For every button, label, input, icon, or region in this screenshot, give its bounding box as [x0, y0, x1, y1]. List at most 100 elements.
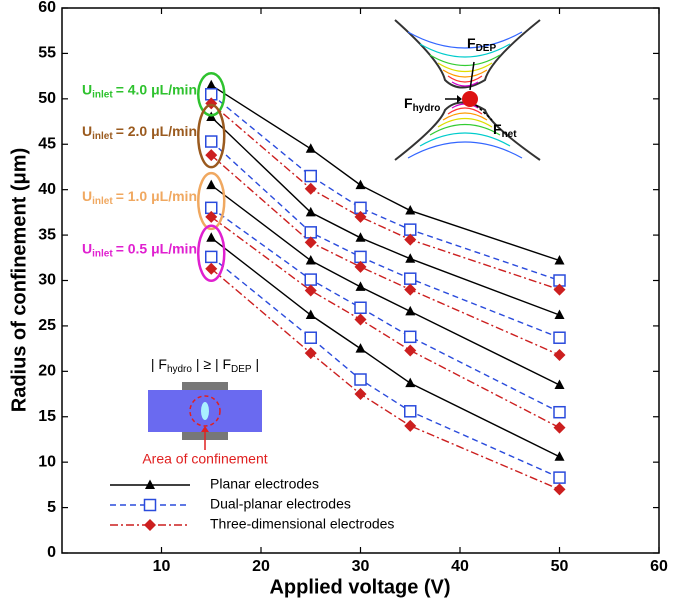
- marker: [354, 388, 367, 401]
- condition-part: |: [252, 356, 260, 372]
- series-line: [210, 84, 560, 262]
- marker: [205, 135, 218, 148]
- marker: [553, 421, 566, 434]
- marker: [355, 343, 366, 353]
- group-text: = 4.0 μL/min: [116, 81, 197, 97]
- legend-text: Three-dimensional electrodes: [210, 516, 394, 532]
- legend-marker: [145, 479, 155, 489]
- marker: [305, 206, 316, 217]
- y-tick-label: 15: [38, 408, 56, 425]
- marker: [404, 233, 417, 246]
- series-line: [210, 237, 560, 458]
- marker: [405, 205, 416, 215]
- force-label: Fhydro: [404, 95, 440, 114]
- y-axis-title: Radius of confinement (μm): [8, 148, 30, 412]
- marker: [205, 262, 218, 275]
- marker: [206, 79, 217, 90]
- group-symbol: U: [82, 240, 92, 256]
- y-tick-label: 20: [38, 363, 56, 380]
- y-tick-label: 10: [38, 453, 56, 470]
- marker: [354, 301, 367, 314]
- group-label: Uinlet = 1.0 μL/min: [82, 188, 197, 207]
- series-line: [210, 184, 560, 386]
- x-axis-title: Applied voltage (V): [269, 576, 450, 598]
- area-label: Area of confinement: [142, 451, 267, 467]
- marker: [553, 348, 566, 361]
- group-text: = 1.0 μL/min: [116, 188, 197, 204]
- legend-marker: [143, 498, 157, 512]
- legend-text: Dual-planar electrodes: [210, 496, 351, 512]
- marker: [205, 210, 218, 223]
- condition-part: | ≥ | F: [192, 356, 231, 372]
- group-sub: inlet: [92, 89, 113, 100]
- marker: [354, 313, 367, 326]
- group-symbol: U: [82, 81, 92, 97]
- marker: [206, 179, 217, 190]
- series-line: [210, 256, 560, 479]
- condition-part: | F: [151, 356, 167, 372]
- group-ellipse: [197, 224, 226, 282]
- y-tick-label: 55: [38, 45, 56, 62]
- marker: [354, 210, 367, 223]
- marker: [553, 331, 566, 344]
- group-label: Uinlet = 0.5 μL/min: [82, 240, 197, 259]
- marker: [304, 182, 317, 195]
- marker: [404, 283, 417, 296]
- marker: [304, 331, 317, 344]
- marker: [305, 309, 316, 320]
- condition-part: DEP: [231, 364, 252, 375]
- group-symbol: U: [82, 188, 92, 204]
- confinement-inset: [148, 382, 262, 450]
- marker: [553, 405, 566, 419]
- marker: [304, 236, 317, 249]
- marker: [354, 260, 367, 273]
- group-ellipse: [197, 171, 226, 231]
- marker: [554, 451, 565, 461]
- marker: [304, 226, 317, 239]
- x-tick-label: 10: [153, 558, 171, 575]
- force-label: FDEP: [467, 35, 496, 54]
- y-tick-label: 5: [47, 499, 56, 516]
- force-sub: DEP: [476, 43, 497, 54]
- marker: [304, 347, 317, 360]
- marker: [554, 309, 565, 320]
- group-sub: inlet: [92, 196, 113, 207]
- force-inset: [394, 19, 541, 161]
- y-tick-label: 40: [38, 181, 56, 198]
- force-symbol: F: [467, 35, 476, 51]
- x-tick-label: 30: [352, 558, 370, 575]
- group-text: = 0.5 μL/min: [116, 240, 197, 256]
- series-line: [210, 207, 560, 413]
- x-tick-label: 50: [551, 558, 569, 575]
- group-sub: inlet: [92, 248, 113, 259]
- group-label: Uinlet = 2.0 μL/min: [82, 123, 197, 142]
- marker: [554, 379, 565, 389]
- x-tick-label: 40: [451, 558, 469, 575]
- marker: [404, 405, 417, 418]
- marker: [304, 169, 317, 183]
- force-label: Fnet: [493, 121, 517, 140]
- marker: [404, 330, 417, 344]
- marker: [205, 250, 218, 264]
- marker: [404, 272, 417, 285]
- marker: [304, 284, 317, 297]
- marker: [305, 143, 316, 153]
- marker: [304, 273, 317, 286]
- marker: [404, 223, 417, 236]
- group-label: Uinlet = 4.0 μL/min: [82, 81, 197, 100]
- x-tick-label: 60: [650, 558, 668, 575]
- group-ellipse: [197, 71, 226, 117]
- marker: [354, 373, 367, 386]
- y-tick-label: 25: [38, 317, 56, 334]
- marker: [405, 253, 416, 263]
- condition-part: hydro: [167, 364, 192, 375]
- y-tick-label: 45: [38, 135, 56, 152]
- marker: [355, 232, 366, 242]
- marker: [355, 179, 366, 190]
- marker: [553, 283, 566, 296]
- marker: [305, 255, 316, 265]
- marker: [205, 149, 218, 162]
- x-tick-label: 20: [252, 558, 270, 575]
- force-sub: hydro: [413, 103, 441, 114]
